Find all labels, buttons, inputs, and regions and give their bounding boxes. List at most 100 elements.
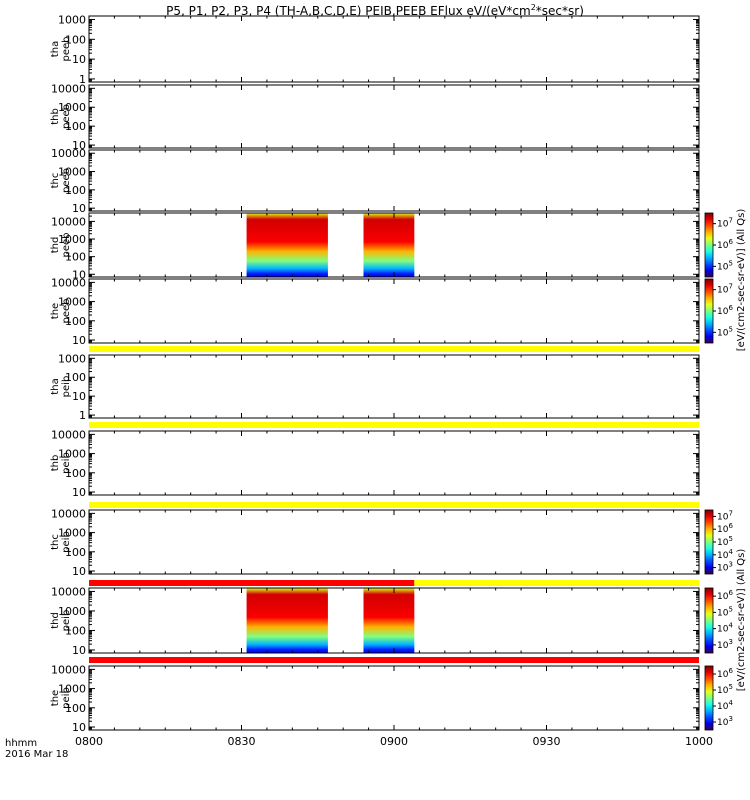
y-tick-label: 10000: [51, 663, 86, 676]
ylabel-probe: thd: [50, 237, 61, 254]
status-bar-segment: [89, 422, 699, 428]
ylabel-product: peeb: [61, 233, 72, 258]
colorbar-title-peeb: [eV/(cm2-sec-sr-eV)] (All Qs): [736, 209, 747, 352]
colorbar-label: 105: [717, 683, 733, 696]
colorbar-label-exp: 3: [728, 561, 732, 569]
ylabel-product: peib: [61, 531, 72, 553]
y-tick-label: 1000: [58, 296, 86, 309]
spectrogram-block: [363, 588, 415, 653]
y-tick-label: 1000: [58, 13, 86, 26]
colorbar-the-peeb: [704, 278, 714, 344]
ylabel-probe: thd: [50, 612, 61, 629]
colorbar-label: 106: [717, 589, 733, 602]
colorbar-the-peib: [704, 665, 714, 731]
colorbar-title-peib: [eV/(cm2-sec-sr-eV)] (All Qs): [736, 549, 747, 692]
panel-frame-thb-peib: [88, 430, 700, 496]
y-tick-label: 10: [72, 486, 86, 499]
panel-ylabel-thb-peib: thbpeib: [50, 452, 72, 474]
status-bar-segment: [414, 580, 699, 586]
colorbar-label-base: 10: [717, 512, 729, 522]
ylabel-probe: tha: [50, 378, 61, 394]
y-tick-label: 100: [65, 120, 86, 133]
colorbar-label-exp: 7: [728, 509, 732, 517]
x-tick-label: 1000: [685, 735, 713, 748]
colorbar-label: 105: [717, 259, 733, 272]
y-tick-label: 1000: [58, 605, 86, 618]
panel-frame-the-peeb: [88, 278, 700, 344]
y-tick-label: 1000: [58, 166, 86, 179]
colorbar-label: 104: [717, 548, 733, 561]
colorbar-label-base: 10: [717, 525, 729, 535]
y-tick-label: 100: [65, 702, 86, 715]
ylabel-product: peeb: [61, 37, 72, 62]
ylabel-product: peib: [61, 376, 72, 398]
x-tick-label: 0800: [75, 735, 103, 748]
time-axis-label: hhmm: [5, 738, 38, 749]
panel-ylabel-tha-peeb: thapeeb: [50, 37, 72, 62]
y-tick-label: 1000: [58, 683, 86, 696]
colorbar-label-exp: 4: [728, 548, 733, 556]
y-tick-label: 10: [72, 139, 86, 152]
panel-frame-thc-peeb: [88, 149, 700, 212]
y-tick-label: 10000: [51, 507, 86, 520]
ylabel-probe: thb: [50, 108, 61, 125]
y-tick-label: 1000: [58, 233, 86, 246]
x-tick-label: 0930: [533, 735, 561, 748]
ylabel-probe: the: [50, 690, 61, 706]
y-tick-label: 10000: [51, 276, 86, 289]
colorbar-label: 106: [717, 522, 733, 535]
status-bar-segment: [89, 580, 415, 586]
colorbar-label-base: 10: [717, 592, 729, 602]
colorbar-label-base: 10: [717, 220, 729, 230]
panel-ylabel-thd-peib: thdpeib: [50, 610, 72, 632]
panel-ylabel-thd-peeb: thdpeeb: [50, 233, 72, 258]
colorbar-label-exp: 5: [728, 325, 732, 333]
colorbar-label-exp: 6: [728, 522, 733, 530]
status-bar-segment: [89, 502, 699, 508]
colorbar-label-base: 10: [717, 241, 729, 251]
ylabel-probe: thc: [50, 173, 61, 189]
spectrogram-block: [246, 588, 328, 653]
panel-frame-tha-peib: [88, 354, 700, 419]
colorbar-label-base: 10: [717, 286, 729, 296]
colorbar-label-base: 10: [717, 564, 729, 574]
colorbar-label-exp: 5: [728, 535, 732, 543]
panel-frame-tha-peeb: [88, 15, 700, 83]
y-tick-label: 100: [65, 184, 86, 197]
y-tick-label: 10000: [51, 147, 86, 160]
ylabel-probe: tha: [50, 41, 61, 57]
y-tick-label: 100: [65, 251, 86, 264]
ylabel-probe: thc: [50, 534, 61, 550]
ylabel-product: peib: [61, 452, 72, 474]
x-tick-label: 0830: [228, 735, 256, 748]
colorbar-label-base: 10: [717, 641, 729, 651]
y-tick-label: 10: [72, 53, 86, 66]
ylabel-probe: thb: [50, 455, 61, 472]
y-tick-label: 100: [65, 624, 86, 637]
colorbar-label-exp: 6: [728, 589, 733, 597]
panel-ylabel-tha-peib: thapeib: [50, 376, 72, 398]
status-bar-segment: [89, 657, 699, 663]
y-tick-label: 1000: [58, 101, 86, 114]
colorbar-label-exp: 4: [728, 699, 733, 707]
panel-ylabel-thc-peeb: thcpeeb: [50, 168, 72, 193]
colorbar-label-base: 10: [717, 686, 729, 696]
y-tick-label: 1: [79, 409, 86, 422]
y-tick-label: 10: [72, 565, 86, 578]
colorbar-label-base: 10: [717, 625, 729, 635]
ylabel-probe: the: [50, 303, 61, 319]
colorbar-label: 106: [717, 238, 733, 251]
status-bar-segment: [89, 346, 699, 352]
colorbar-label-exp: 6: [728, 304, 733, 312]
panel-ylabel-thb-peeb: thbpeeb: [50, 104, 72, 129]
colorbar-label-base: 10: [717, 307, 729, 317]
y-tick-label: 1000: [58, 352, 86, 365]
colorbar-label-base: 10: [717, 328, 729, 338]
y-tick-label: 10000: [51, 585, 86, 598]
colorbar-label-exp: 6: [728, 667, 733, 675]
colorbar-label-base: 10: [717, 551, 729, 561]
y-tick-label: 1000: [58, 448, 86, 461]
colorbar-thc-peib: [704, 509, 714, 575]
colorbar-label: 103: [717, 715, 733, 728]
